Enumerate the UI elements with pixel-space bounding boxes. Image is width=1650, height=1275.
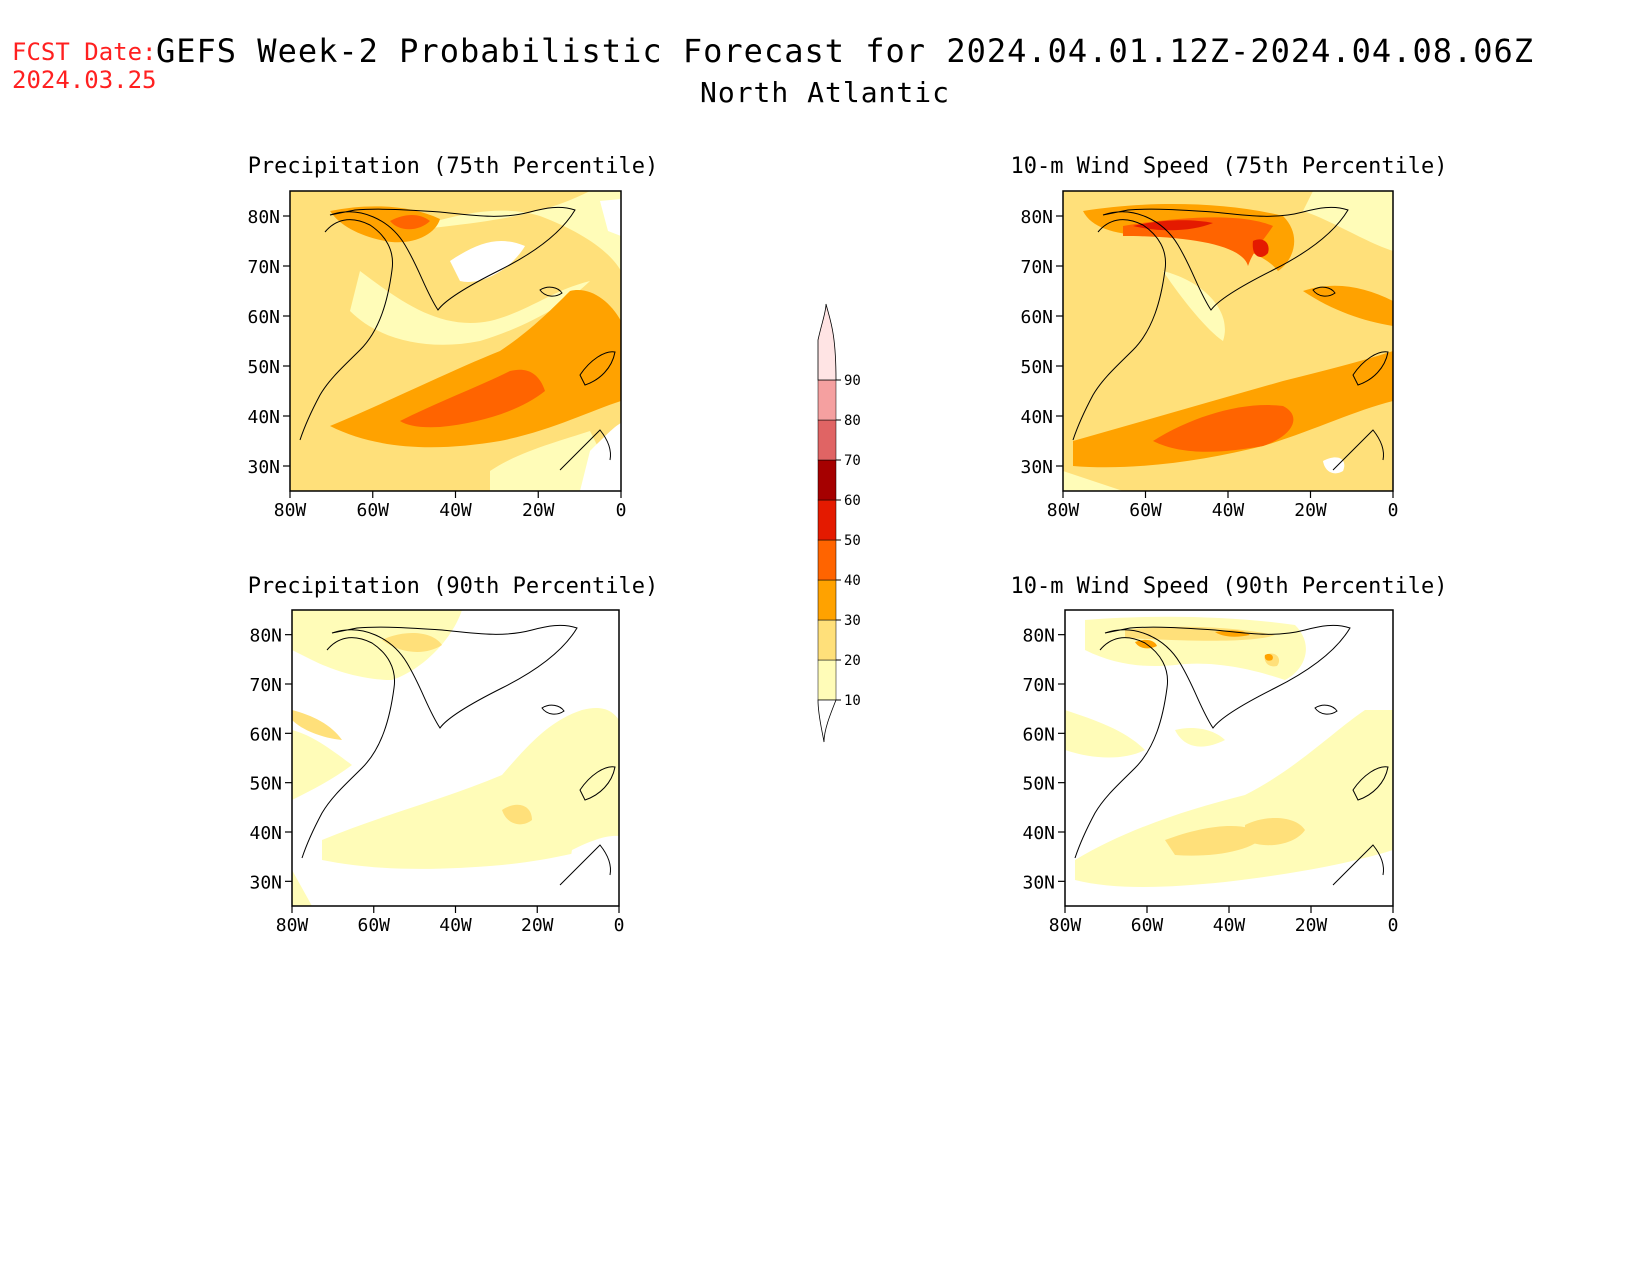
lat-tick-label: 40N — [1020, 407, 1053, 428]
colorbar-label: 60 — [844, 493, 861, 509]
colorbar-label: 10 — [844, 693, 861, 709]
lon-tick-label: 60W — [357, 915, 390, 936]
lat-tick-label: 30N — [1022, 872, 1055, 893]
panel-title: 10-m Wind Speed (75th Percentile) — [1010, 154, 1447, 179]
forecast-date-block: FCST Date: 2024.03.25 — [12, 38, 157, 94]
map-panel-precip-90: Precipitation (90th Percentile) — [248, 574, 659, 907]
contour-white — [562, 835, 619, 906]
contour-40 — [1123, 217, 1294, 452]
lon-tick-label: 20W — [522, 500, 555, 521]
colorbar-label: 50 — [844, 533, 861, 549]
lat-tick-label: 50N — [1020, 357, 1053, 378]
lon-tick-label: 20W — [1295, 915, 1328, 936]
coastlines — [1074, 624, 1389, 886]
lon-tick-label: 0 — [1388, 500, 1399, 521]
lon-tick-label: 80W — [276, 915, 309, 936]
page-subtitle: North Atlantic — [699, 76, 950, 109]
lat-tick-label: 60N — [247, 307, 280, 328]
lon-tick-label: 60W — [1129, 500, 1162, 521]
lat-tick-label: 30N — [247, 457, 280, 478]
lat-tick-label: 80N — [1022, 626, 1055, 647]
coastlines — [299, 206, 616, 471]
contour-10 — [292, 610, 619, 906]
panel-title: Precipitation (75th Percentile) — [248, 154, 659, 179]
lat-tick-label: 40N — [1022, 823, 1055, 844]
lat-tick-label: 50N — [247, 357, 280, 378]
colorbar: 10 20 30 40 50 60 70 80 90 — [817, 303, 861, 743]
contour-30 — [330, 206, 621, 448]
map-panel-precip-75: Precipitation (75th Percentile) — [248, 154, 659, 492]
lon-tick-label: 40W — [439, 500, 472, 521]
axes-layer: 80N 70N 60N 50N 40N 30N 80W 60W 40W 20W 0 80N 70N 60N… — [247, 207, 1398, 936]
lat-tick-label: 60N — [1022, 724, 1055, 745]
lat-tick-label: 50N — [249, 774, 282, 795]
lat-tick-label: 60N — [249, 724, 282, 745]
colorbar-segment — [817, 539, 837, 581]
lat-tick-label: 40N — [247, 407, 280, 428]
coastlines — [1072, 206, 1389, 471]
colorbar-label: 30 — [844, 613, 861, 629]
panel-title: 10-m Wind Speed (90th Percentile) — [1010, 574, 1447, 599]
colorbar-label: 20 — [844, 653, 861, 669]
colorbar-label: 70 — [844, 453, 861, 469]
lat-tick-label: 40N — [249, 823, 282, 844]
lat-tick-label: 30N — [249, 872, 282, 893]
colorbar-label: 80 — [844, 413, 861, 429]
colorbar-segment — [817, 459, 837, 501]
lat-tick-label: 30N — [1020, 457, 1053, 478]
contour-10 — [1065, 616, 1393, 887]
lat-tick-label: 80N — [247, 207, 280, 228]
lon-tick-label: 20W — [521, 915, 554, 936]
lon-tick-label: 80W — [1047, 500, 1080, 521]
colorbar-label: 90 — [844, 373, 861, 389]
colorbar-label: 40 — [844, 573, 861, 589]
map-panel-wind-90: 10-m Wind Speed (90th Percentile) — [1010, 574, 1448, 907]
colorbar-segment — [817, 499, 837, 541]
lat-tick-label: 70N — [1020, 257, 1053, 278]
lon-tick-label: 20W — [1294, 500, 1327, 521]
forecast-date-value: 2024.03.25 — [12, 66, 157, 94]
lon-tick-label: 40W — [439, 915, 472, 936]
contour-10 — [1063, 191, 1393, 491]
contour-white — [1323, 457, 1345, 474]
lon-tick-label: 0 — [614, 915, 625, 936]
lat-tick-label: 50N — [1022, 774, 1055, 795]
colorbar-segment — [817, 379, 837, 421]
forecast-date-label: FCST Date: — [12, 38, 157, 66]
chart-header: GEFS Week-2 Probabilistic Forecast for 2… — [0, 32, 1650, 109]
colorbar-segment — [817, 303, 837, 381]
colorbar-segment — [817, 659, 837, 701]
lon-tick-label: 60W — [356, 500, 389, 521]
lat-tick-label: 60N — [1020, 307, 1053, 328]
lon-tick-label: 80W — [274, 500, 307, 521]
lon-tick-label: 0 — [1388, 915, 1399, 936]
colorbar-segment — [817, 619, 837, 661]
colorbar-segment — [817, 579, 837, 621]
lon-tick-label: 0 — [616, 500, 627, 521]
lat-tick-label: 80N — [249, 626, 282, 647]
contour-20 — [1125, 626, 1305, 856]
lat-tick-label: 70N — [1022, 675, 1055, 696]
contour-50 — [1133, 220, 1269, 257]
lon-tick-label: 60W — [1131, 915, 1164, 936]
lat-tick-label: 70N — [249, 675, 282, 696]
map-panel-wind-75: 10-m Wind Speed (75th Percentile) — [1010, 154, 1448, 492]
lat-tick-label: 80N — [1020, 207, 1053, 228]
page-title: GEFS Week-2 Probabilistic Forecast for 2… — [155, 32, 1535, 70]
lon-tick-label: 40W — [1213, 915, 1246, 936]
lon-tick-label: 40W — [1212, 500, 1245, 521]
contour-white — [450, 199, 621, 491]
lat-tick-label: 70N — [247, 257, 280, 278]
lon-tick-label: 80W — [1049, 915, 1082, 936]
coastlines — [301, 624, 616, 886]
colorbar-segment — [817, 419, 837, 461]
panel-title: Precipitation (90th Percentile) — [248, 574, 659, 599]
contour-40 — [390, 215, 545, 428]
colorbar-under-segment — [817, 699, 837, 743]
contour-30 — [1073, 204, 1393, 468]
